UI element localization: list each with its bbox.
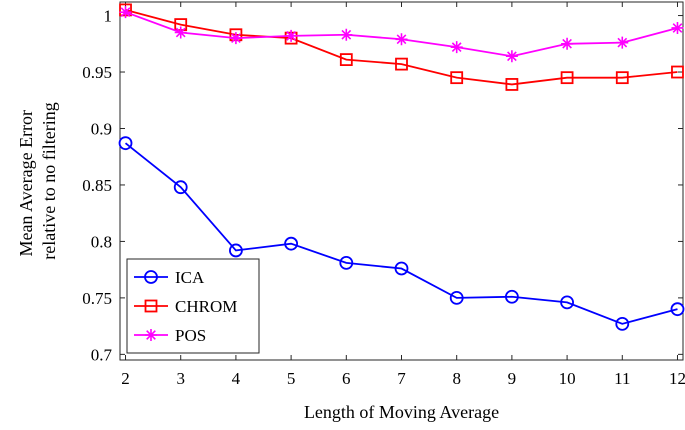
y-axis-label-line-1: Mean Average Error	[16, 110, 36, 257]
x-tick-label: 12	[669, 369, 685, 388]
legend-label-pos: POS	[175, 326, 206, 345]
y-tick-label: 0.8	[91, 232, 112, 251]
x-tick-label: 5	[287, 369, 296, 388]
series-chrom	[119, 3, 684, 91]
data-point-ica	[670, 302, 685, 317]
y-tick-label: 0.9	[91, 119, 112, 138]
legend-item-chrom: CHROM	[134, 297, 237, 316]
data-point-ica	[394, 261, 409, 276]
data-point-pos	[119, 6, 132, 19]
series-line-ica	[124, 142, 678, 325]
x-tick-label: 6	[342, 369, 351, 388]
legend-marker-pos	[145, 329, 157, 341]
data-point-ica	[284, 236, 299, 251]
data-point-ica	[449, 290, 464, 305]
series-layer	[118, 3, 685, 331]
x-tick-label: 9	[508, 369, 517, 388]
y-axis-label: Mean Average Error relative to no filter…	[16, 102, 59, 259]
data-point-chrom	[339, 53, 353, 66]
y-tick-label: 0.75	[82, 289, 112, 308]
data-point-chrom	[395, 57, 408, 71]
data-point-chrom	[450, 71, 464, 85]
y-tick-label: 1	[104, 7, 113, 26]
series-ica	[118, 136, 685, 331]
data-point-chrom	[671, 65, 684, 79]
legend-item-pos: POS	[134, 326, 206, 345]
legend-label-ica: ICA	[175, 268, 205, 287]
data-point-pos	[340, 28, 353, 41]
data-point-pos	[561, 37, 574, 50]
legend-item-ica: ICA	[134, 268, 205, 287]
legend-marker-chrom	[144, 299, 158, 313]
y-axis: 0.7 0.75 0.8 0.85 0.9 0.95 1	[82, 7, 683, 364]
series-pos	[119, 6, 684, 63]
data-point-pos	[671, 21, 684, 34]
data-point-ica	[173, 180, 188, 195]
x-axis-label: Length of Moving Average	[304, 402, 499, 422]
x-tick-label: 3	[176, 369, 185, 388]
data-point-ica	[504, 289, 519, 304]
data-point-pos	[505, 50, 518, 63]
data-point-pos	[395, 33, 408, 46]
data-point-pos	[450, 41, 463, 54]
data-point-pos	[229, 32, 242, 45]
y-tick-label: 0.85	[82, 176, 112, 195]
data-point-chrom	[505, 78, 519, 91]
y-axis-label-line-2: relative to no filtering	[39, 102, 59, 259]
x-tick-label: 11	[614, 369, 630, 388]
data-point-pos	[174, 26, 187, 39]
data-point-ica	[339, 255, 354, 270]
x-tick-label: 8	[452, 369, 461, 388]
data-point-pos	[616, 36, 629, 49]
legend-marker-ica	[144, 270, 158, 284]
data-point-pos	[285, 29, 298, 42]
x-axis: 2 3 4 5 6 7 8 9 10 11 12	[121, 2, 685, 388]
data-point-ica	[118, 136, 133, 151]
data-point-ica	[560, 295, 574, 310]
data-point-chrom	[615, 71, 629, 85]
data-point-chrom	[560, 71, 574, 85]
data-point-ica	[229, 243, 243, 258]
data-point-ica	[615, 316, 630, 331]
x-tick-label: 4	[232, 369, 241, 388]
legend-label-chrom: CHROM	[175, 297, 237, 316]
x-tick-label: 2	[121, 369, 130, 388]
series-line-chrom	[125, 9, 678, 86]
y-tick-label: 0.7	[91, 345, 113, 364]
x-tick-label: 7	[397, 369, 406, 388]
legend: ICA CHROM POS	[126, 258, 260, 354]
x-tick-label: 10	[559, 369, 576, 388]
y-tick-label: 0.95	[82, 63, 112, 82]
